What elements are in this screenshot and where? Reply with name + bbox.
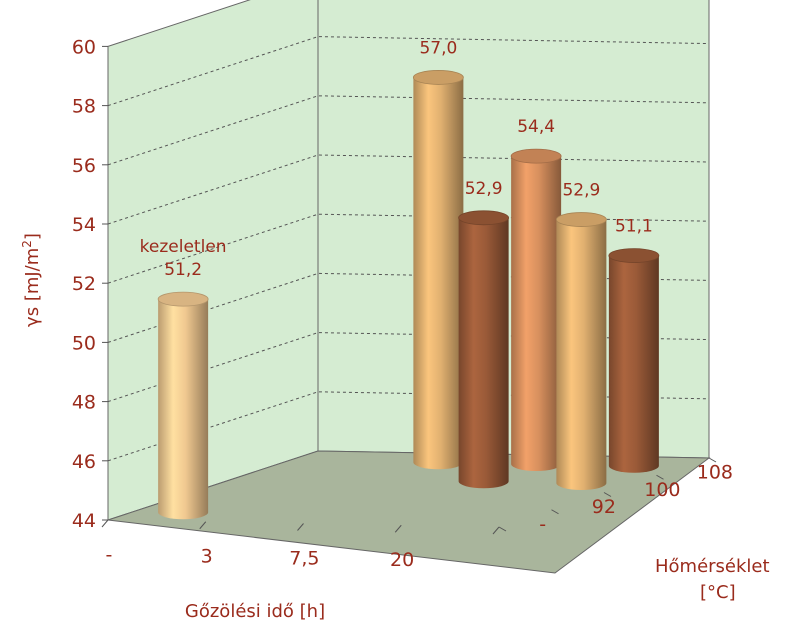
gridline bbox=[107, 154, 710, 225]
bar-body bbox=[511, 156, 562, 472]
tick-labels: 44 46 48 50 52 54 56 58 60 - 3 7,5 20 - 92 100 108 bbox=[72, 36, 733, 571]
data-label: 52,9 bbox=[465, 179, 503, 199]
y-tick-label: 46 bbox=[72, 451, 96, 473]
depth-tick-label: 108 bbox=[697, 462, 733, 484]
bar-body bbox=[158, 299, 209, 520]
data-label: 54,4 bbox=[517, 117, 555, 137]
bar-body bbox=[556, 219, 607, 490]
x-axis-tick bbox=[199, 521, 207, 530]
y-tick-label: 60 bbox=[72, 36, 96, 58]
bar-body bbox=[458, 217, 509, 489]
y-axis-title: γs [mJ/m2] bbox=[20, 233, 43, 327]
bar-top bbox=[608, 248, 660, 263]
depth-axis-tick bbox=[551, 509, 559, 515]
depth-axis-tick bbox=[656, 474, 664, 480]
gridline bbox=[107, 95, 710, 166]
y-tick-label: 48 bbox=[72, 392, 96, 414]
bar-cylinder bbox=[608, 248, 660, 473]
bar-cylinder bbox=[458, 210, 510, 489]
x-axis-tick bbox=[492, 526, 500, 535]
left-wall bbox=[107, 0, 319, 521]
y-tick-label: 58 bbox=[72, 96, 96, 118]
x-axis-tick bbox=[394, 524, 402, 533]
x-tick-label: 20 bbox=[390, 549, 414, 571]
data-label: 57,0 bbox=[419, 38, 457, 58]
depth-axis-tick bbox=[708, 457, 717, 463]
bar-top bbox=[157, 291, 209, 307]
data-labels: 57,0 54,4 51,1 52,9 52,9 51,2 kezeletlen bbox=[140, 38, 653, 280]
x-tick-label: - bbox=[105, 544, 112, 566]
bar-top bbox=[510, 148, 562, 164]
x-tick-label: 7,5 bbox=[289, 547, 319, 569]
depth-tick-label: 100 bbox=[644, 479, 680, 501]
y-tick-label: 56 bbox=[72, 155, 96, 177]
bar-cylinder bbox=[412, 70, 464, 470]
x-tick-label: 3 bbox=[201, 546, 213, 568]
bar-cylinder bbox=[510, 148, 562, 472]
y-axis-title-superscript: 2 bbox=[20, 240, 34, 248]
bar-cylinder bbox=[157, 291, 209, 520]
y-tick-label: 44 bbox=[72, 510, 96, 532]
x-axis-tick bbox=[297, 523, 304, 531]
bar-body bbox=[608, 255, 659, 473]
depth-axis-unit: [°C] bbox=[700, 582, 736, 603]
bar-cylinder bbox=[555, 212, 607, 490]
y-tick-label: 52 bbox=[72, 273, 96, 295]
depth-axis-tick bbox=[603, 492, 612, 497]
x-axis-title: Gőzölési idő [h] bbox=[185, 601, 325, 622]
depth-axis-title: Hőmérséklet bbox=[655, 556, 770, 577]
depth-tick-label: 92 bbox=[592, 496, 616, 518]
data-label: 51,2 bbox=[164, 260, 202, 280]
data-label: 51,1 bbox=[615, 217, 653, 237]
y-axis-title-end: ] bbox=[22, 233, 43, 240]
bars bbox=[157, 70, 660, 520]
data-label: 52,9 bbox=[562, 181, 600, 201]
y-axis-title-main: γs [mJ/m bbox=[22, 248, 43, 327]
x-axis-tick bbox=[101, 519, 109, 528]
gridline bbox=[107, 36, 710, 107]
y-tick-label: 50 bbox=[72, 332, 96, 354]
depth-tick-label: - bbox=[539, 513, 546, 535]
depth-axis-tick bbox=[498, 526, 507, 532]
y-tick-label: 54 bbox=[72, 214, 96, 236]
bar-top bbox=[412, 70, 464, 85]
data-note-label: kezeletlen bbox=[140, 237, 227, 257]
bar-top bbox=[458, 210, 510, 226]
bar-body bbox=[413, 77, 464, 470]
bar-top bbox=[555, 212, 607, 227]
